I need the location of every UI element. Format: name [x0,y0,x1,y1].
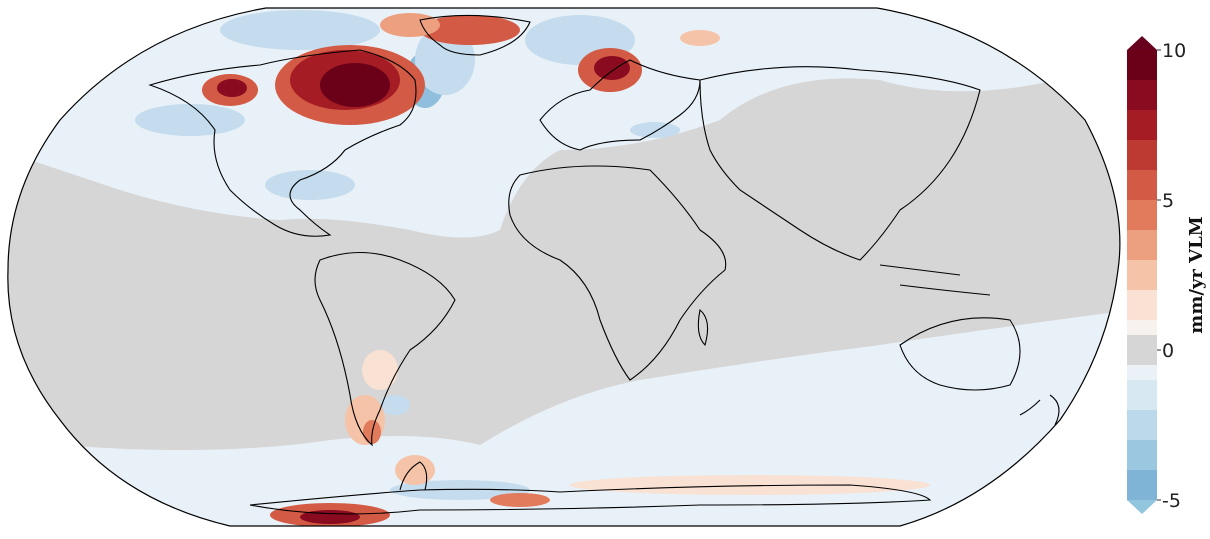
colorbar-band [1127,170,1157,201]
coast-north-america [148,49,417,237]
colorbar-band [1127,380,1157,411]
colorbar-band [1127,335,1157,366]
colorbar-band [1127,320,1157,336]
uplift-antarctic-east [490,493,550,507]
coast-new-zealand [1019,394,1060,426]
uplift-antarctic-peninsula [395,455,435,485]
colorbar-tick-label: 0 [1162,340,1174,362]
colorbar-band [1127,470,1157,501]
uplift-patagonia-north [362,350,398,390]
coast-asia [699,66,981,261]
map-outline [7,7,1121,527]
coast-indonesia [879,264,991,296]
colorbar-band [1127,200,1157,231]
colorbar: 10 5 0 -5 mm/yr VLM [1110,0,1210,535]
uplift-svalbard [680,30,720,46]
blue-patch-gulf [265,170,355,200]
colorbar-tick-label: 5 [1162,190,1174,212]
colorbar-band [1127,230,1157,261]
colorbar-ticks: 10 5 0 -5 [1157,40,1186,512]
uplift-antarctic-wide [570,475,930,495]
coast-antarctica [249,484,932,515]
colorbar-band [1127,410,1157,441]
colorbar-band [1127,260,1157,291]
uplift-greenland [420,15,520,45]
colorbar-band [1127,50,1157,81]
coast-europe [539,59,701,151]
coast-africa [508,165,727,381]
uplift-arctic-islands [380,13,440,37]
world-map [7,7,1121,527]
colorbar-band [1127,365,1157,381]
map-svg [7,7,1121,527]
colorbar-over-arrow [1127,36,1157,50]
blue-patch-alaska-north [220,10,380,50]
colorbar-bands [1127,50,1157,501]
colorbar-band [1127,440,1157,471]
uplift-canada-dark [320,63,390,107]
colorbar-band [1127,110,1157,141]
blue-patch-black-sea [630,122,680,138]
coast-australia [899,317,1021,391]
uplift-scandinavia-core [594,56,630,80]
coast-madagascar [697,308,709,347]
coastlines [148,14,1060,515]
blue-patch-antarctic [390,480,530,500]
coast-antarctic-peninsula [399,461,428,491]
coast-south-america [314,251,456,447]
colorbar-tick-label: -5 [1162,490,1181,512]
colorbar-svg: 10 5 0 -5 mm/yr VLM [1127,36,1207,514]
blue-patch-patagonia [380,395,410,415]
colorbar-band [1127,290,1157,321]
colorbar-band [1127,80,1157,111]
colorbar-band [1127,140,1157,171]
uplift-alaska-core [217,79,247,97]
colorbar-tick-label: 10 [1162,40,1186,62]
map-field [7,8,1120,526]
colorbar-under-arrow [1127,500,1157,514]
blue-patch-pacific-north [135,104,245,136]
colorbar-title: mm/yr VLM [1186,216,1207,333]
coast-greenland [419,14,531,56]
